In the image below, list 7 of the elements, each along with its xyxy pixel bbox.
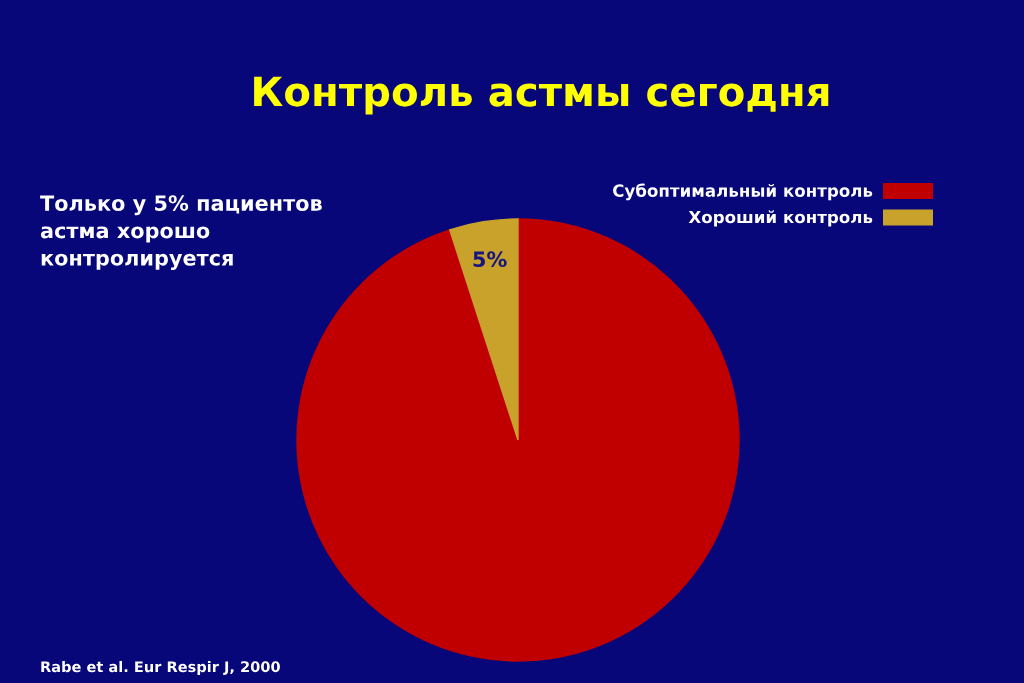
pie-slice [449,218,519,441]
legend-label: Субоптимальный контроль [613,183,873,201]
chart-title: Контроль астмы сегодня [254,76,829,115]
legend-label: Хороший контроль [688,210,873,227]
text: Rabe et al. Eur Respir J, 2000 [41,660,280,676]
text: Только у 5% пациентов астма хорошо контролируется [40,195,322,270]
data-label: 5% [473,251,507,268]
